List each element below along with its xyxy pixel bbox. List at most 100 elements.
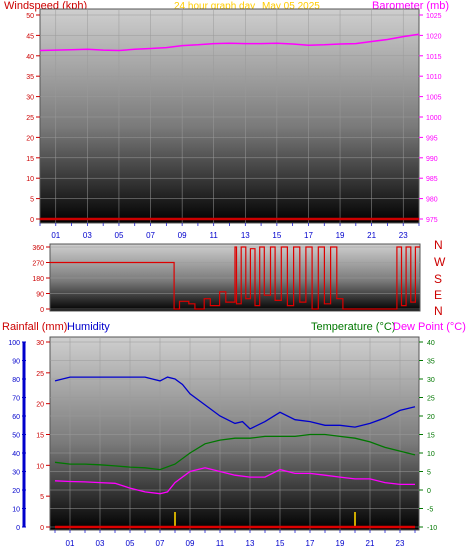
humidity-tick-label: 30 — [12, 470, 20, 477]
humidity-tick-label: 80 — [12, 377, 20, 384]
wind-tick-label: 5 — [30, 197, 34, 204]
wind-tick-label: 0 — [30, 217, 34, 224]
hour-tick-label: 23 — [396, 539, 405, 548]
hour-tick-label: 15 — [276, 539, 285, 548]
humidity-tick-label: 60 — [12, 414, 20, 421]
barometer-tick-label: 1015 — [426, 54, 442, 61]
barometer-tick-label: 1000 — [426, 115, 442, 122]
wind-tick-label: 20 — [26, 135, 34, 142]
temperature-tick-label: 25 — [427, 396, 435, 403]
hour-tick-label: 11 — [210, 231, 219, 240]
hour-tick-label: 09 — [178, 231, 187, 240]
temperature-axis-label: Temperature (°C) — [311, 321, 395, 333]
hour-tick-label: 13 — [246, 539, 255, 548]
temperature-tick-label: 10 — [427, 451, 435, 458]
barometer-tick-label: 1010 — [426, 74, 442, 81]
wind-tick-label: 50 — [26, 13, 34, 20]
compass-n-top: N — [434, 238, 443, 252]
compass-s: S — [434, 272, 442, 286]
barometer-tick-label: 1005 — [426, 95, 442, 102]
grid-layer — [40, 9, 420, 530]
barometer-tick-label: 975 — [426, 217, 438, 224]
temperature-tick-label: 35 — [427, 359, 435, 366]
panel-wind-bg — [39, 8, 420, 224]
chart-date: May 05 2025 — [262, 1, 320, 12]
chart-title: 24 hour graph day — [174, 1, 255, 12]
hour-tick-label: 21 — [367, 231, 376, 240]
hour-tick-label: 19 — [336, 539, 345, 548]
temperature-tick-label: 0 — [427, 488, 431, 495]
barometer-tick-label: 995 — [426, 135, 438, 142]
wind-tick-label: 10 — [26, 176, 34, 183]
barometer-tick-label: 990 — [426, 156, 438, 163]
humidity-line — [54, 376, 416, 430]
hour-tick-label: 07 — [146, 231, 155, 240]
hour-tick-label: 17 — [306, 539, 315, 548]
direction-tick-label: 0 — [40, 307, 44, 314]
temperature-tick-label: 30 — [427, 377, 435, 384]
rain-tick-label: 30 — [36, 340, 44, 347]
series-layer — [39, 33, 420, 529]
wind-tick-label: 30 — [26, 95, 34, 102]
wind-tick-label: 15 — [26, 156, 34, 163]
rain-tick-label: 0 — [40, 525, 44, 532]
rain-tick-label: 5 — [40, 494, 44, 501]
barometer-line — [39, 33, 420, 52]
humidity-tick-label: 0 — [16, 525, 20, 532]
temperature-tick-label: 15 — [427, 433, 435, 440]
temperature-line — [54, 433, 416, 471]
hour-tick-label: 07 — [156, 539, 165, 548]
hour-tick-label: 03 — [96, 539, 105, 548]
rain-tick-label: 15 — [36, 433, 44, 440]
wind-tick-label: 40 — [26, 54, 34, 61]
compass-e: E — [434, 288, 442, 302]
humidity-tick-label: 20 — [12, 488, 20, 495]
rain-tick-label: 10 — [36, 463, 44, 470]
rain-tick-label: 25 — [36, 371, 44, 378]
direction-tick-label: 180 — [32, 276, 44, 283]
temperature-tick-label: -10 — [427, 525, 437, 532]
humidity-tick-label: 70 — [12, 396, 20, 403]
hour-tick-label: 19 — [336, 231, 345, 240]
compass-w: W — [434, 255, 446, 269]
humidity-tick-label: 50 — [12, 433, 20, 440]
hour-tick-label: 21 — [366, 539, 375, 548]
hour-tick-label: 01 — [66, 539, 75, 548]
axes-layer: 0510152025303540455097598098599099510001… — [8, 13, 441, 548]
barometer-tick-label: 985 — [426, 176, 438, 183]
wind-tick-label: 35 — [26, 74, 34, 81]
humidity-tick-label: 100 — [8, 340, 20, 347]
humidity-tick-label: 40 — [12, 451, 20, 458]
humidity-tick-label: 10 — [12, 507, 20, 514]
hour-tick-label: 03 — [83, 231, 92, 240]
hour-tick-label: 11 — [216, 539, 225, 548]
rain-axis-label: Rainfall (mm) — [2, 321, 67, 333]
hour-tick-label: 05 — [126, 539, 135, 548]
temperature-tick-label: 20 — [427, 414, 435, 421]
hour-tick-label: 01 — [51, 231, 60, 240]
temperature-tick-label: -5 — [427, 507, 433, 514]
hour-tick-label: 15 — [272, 231, 281, 240]
barometer-tick-label: 1025 — [426, 13, 442, 20]
temperature-tick-label: 40 — [427, 340, 435, 347]
hour-tick-label: 13 — [241, 231, 250, 240]
hour-tick-label: 05 — [115, 231, 124, 240]
barometer-tick-label: 980 — [426, 197, 438, 204]
hour-tick-label: 17 — [304, 231, 313, 240]
wind-direction-line — [50, 246, 420, 310]
direction-tick-label: 90 — [36, 292, 44, 299]
compass-n-bottom: N — [434, 304, 443, 318]
humidity-tick-label: 90 — [12, 359, 20, 366]
humidity-axis-label: Humidity — [67, 321, 110, 333]
wind-tick-label: 25 — [26, 115, 34, 122]
barometer-tick-label: 1020 — [426, 33, 442, 40]
dewpoint-line — [54, 467, 415, 495]
dewpoint-axis-label: Dew Point (°C) — [393, 321, 466, 333]
direction-tick-label: 270 — [32, 261, 44, 268]
wind-tick-label: 45 — [26, 33, 34, 40]
hour-tick-label: 09 — [186, 539, 195, 548]
temperature-tick-label: 5 — [427, 470, 431, 477]
panel-rain-bg — [49, 336, 420, 531]
